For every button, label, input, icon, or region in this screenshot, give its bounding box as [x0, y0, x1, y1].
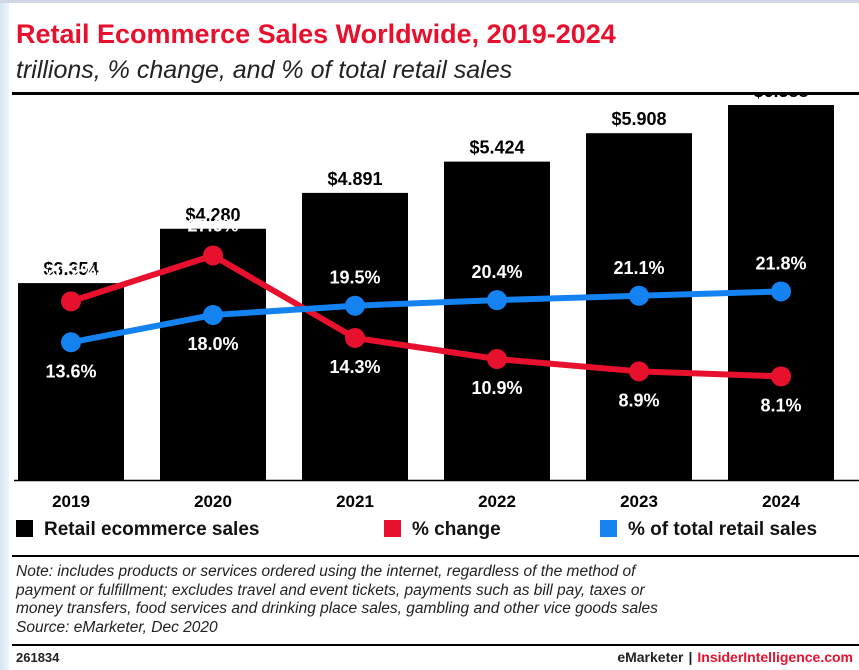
change-value-label: 27.6% [187, 215, 238, 235]
chart-id: 261834 [16, 650, 60, 665]
share-line [68, 288, 784, 346]
note-line: payment or fulfillment; excludes travel … [16, 581, 645, 599]
legend-label-sales: Retail ecommerce sales [44, 519, 260, 540]
note-line: money transfers, food services and drink… [16, 600, 658, 617]
note-line: Note: includes products or services orde… [16, 563, 636, 580]
frame-edge-top [0, 0, 859, 3]
bar-value-label: $4.891 [327, 169, 382, 189]
bar [444, 161, 550, 480]
bar-value-label: $4.280 [185, 205, 240, 225]
share-point [203, 305, 223, 325]
legend-item-share: % of total retail sales [600, 519, 817, 541]
legend-swatch-share [600, 520, 617, 537]
legend-swatch-sales [16, 520, 33, 537]
legend-item-sales: Retail ecommerce sales [16, 519, 259, 541]
change-value-label: 8.9% [618, 390, 659, 410]
chart-title: Retail Ecommerce Sales Worldwide, 2019-2… [16, 19, 616, 49]
chart-legend: Retail ecommerce sales % change % of tot… [16, 519, 859, 543]
x-tick-label: 2019 [52, 492, 90, 511]
x-tick-label: 2021 [336, 492, 374, 511]
legend-item-change: % change [384, 519, 501, 541]
source-line: Source: eMarketer, Dec 2020 [16, 618, 218, 636]
x-tick-label: 2023 [620, 492, 658, 511]
share-value-label: 21.8% [755, 253, 806, 273]
change-point [61, 291, 81, 312]
brand-site: InsiderIntelligence.com [697, 649, 853, 665]
change-point [203, 245, 223, 266]
change-point [629, 361, 649, 382]
share-value-label: 21.1% [613, 258, 664, 278]
share-point [345, 295, 365, 316]
x-tick-label: 2022 [478, 492, 516, 511]
bar [160, 228, 266, 480]
change-point [771, 366, 791, 387]
share-value-label: 18.0% [187, 334, 238, 354]
share-value-label: 20.4% [471, 262, 522, 282]
bar [586, 133, 692, 480]
brand-separator: | [688, 649, 693, 665]
change-value-label: 8.1% [760, 395, 801, 415]
change-value-label: 20.2% [45, 261, 96, 281]
chart-note: Note: includes products or services orde… [16, 563, 859, 637]
legend-label-share: % of total retail sales [628, 519, 818, 540]
footer-divider [12, 644, 859, 646]
bar [18, 283, 124, 480]
frame-edge-left [0, 0, 9, 670]
chart-subtitle: trillions, % change, and % of total reta… [16, 56, 513, 84]
share-value-label: 13.6% [45, 361, 96, 381]
header-divider [12, 92, 859, 95]
bar-value-label: $5.424 [469, 138, 524, 158]
chart-plot: $3.354 $4.280 $4.891 $5.424 $5.908 $6.388 2019… [14, 95, 859, 511]
share-point [487, 290, 507, 311]
legend-divider [12, 555, 859, 557]
legend-swatch-change [384, 520, 401, 537]
footer-brand: eMarketer | InsiderIntelligence.com [617, 649, 853, 665]
x-tick-label: 2020 [194, 492, 232, 511]
change-point [345, 327, 365, 348]
bar-value-label: $3.354 [43, 259, 98, 279]
share-point [629, 285, 649, 306]
share-point [771, 281, 791, 302]
share-value-label: 19.5% [329, 268, 380, 288]
bar-value-label: $6.388 [753, 95, 808, 101]
x-tick-label: 2024 [762, 492, 800, 511]
legend-label-change: % change [412, 519, 501, 540]
brand-emarketer: eMarketer [617, 649, 684, 665]
change-value-label: 14.3% [329, 357, 380, 377]
share-point [61, 332, 81, 353]
bar-value-label: $5.908 [611, 109, 666, 129]
change-point [487, 349, 507, 370]
change-line [68, 252, 784, 380]
change-value-label: 10.9% [471, 378, 522, 398]
